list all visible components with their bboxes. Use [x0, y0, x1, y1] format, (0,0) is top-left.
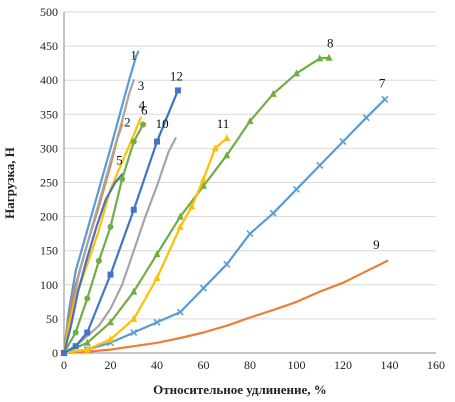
series-label-9: 9	[373, 237, 380, 252]
data-point	[84, 329, 91, 336]
data-point	[293, 69, 300, 77]
data-point	[107, 223, 114, 230]
data-point	[200, 181, 207, 189]
data-point	[199, 284, 208, 292]
y-tick-label: 50	[46, 312, 58, 326]
data-point	[153, 250, 161, 258]
data-point	[246, 117, 254, 125]
series-line-10	[62, 137, 177, 355]
x-tick-label: 20	[105, 358, 117, 372]
y-tick-label: 450	[40, 39, 58, 53]
series-label-6: 6	[141, 103, 148, 118]
x-axis-title: Относительное удлинение, %	[153, 382, 327, 397]
data-point	[188, 202, 196, 210]
series-label-10: 10	[156, 116, 169, 131]
data-point	[223, 260, 231, 268]
y-tick-label: 500	[40, 5, 58, 19]
series-label-4: 4	[139, 98, 146, 113]
series-label-1: 1	[130, 48, 137, 63]
x-tick-label: 100	[288, 358, 306, 372]
data-point	[130, 138, 137, 145]
series-label-5: 5	[116, 152, 123, 167]
series-label-3: 3	[138, 78, 145, 93]
data-point	[292, 185, 301, 193]
series-line-1	[62, 50, 140, 355]
data-point	[362, 114, 370, 122]
series-line-9	[62, 259, 389, 355]
data-point	[130, 206, 137, 213]
y-tick-label: 250	[40, 176, 58, 190]
data-point	[174, 87, 181, 94]
y-tick-label: 100	[40, 278, 58, 292]
data-point	[246, 230, 254, 238]
data-point	[269, 89, 277, 97]
data-point	[325, 53, 333, 61]
series-lines	[60, 50, 389, 357]
data-point	[107, 335, 114, 343]
series-line-5	[62, 173, 124, 355]
series-label-12: 12	[170, 68, 183, 83]
data-point	[200, 175, 207, 183]
y-axis-title: Нагрузка, Н	[2, 147, 17, 219]
data-point	[83, 338, 91, 346]
data-point	[119, 176, 126, 183]
y-tick-label: 300	[40, 141, 58, 155]
data-point	[83, 345, 91, 353]
data-point	[316, 161, 324, 169]
data-point	[140, 121, 147, 128]
data-point	[339, 138, 347, 146]
series-label-11: 11	[217, 116, 230, 131]
series-line-4	[62, 116, 142, 355]
data-point	[153, 318, 161, 326]
series-line-6	[62, 123, 145, 355]
series-label-7: 7	[379, 75, 386, 90]
data-point	[223, 151, 231, 159]
x-tick-label: 40	[151, 358, 163, 372]
data-point	[176, 308, 184, 316]
x-tick-label: 160	[427, 358, 445, 372]
y-tick-label: 150	[40, 244, 58, 258]
y-tick-label: 0	[52, 346, 58, 360]
y-tick-label: 400	[40, 73, 58, 87]
series-line-11	[62, 137, 228, 355]
data-point	[130, 314, 138, 322]
grid-lines	[64, 11, 436, 320]
data-point	[72, 343, 79, 350]
series-label-8: 8	[327, 36, 334, 51]
data-point	[72, 329, 79, 336]
x-tick-label: 80	[244, 358, 256, 372]
data-point	[316, 54, 324, 62]
data-point	[95, 257, 102, 264]
data-point	[381, 95, 389, 103]
data-point	[61, 350, 67, 356]
series-label-2: 2	[124, 115, 131, 130]
data-point	[107, 318, 114, 326]
data-point	[223, 134, 231, 142]
data-point	[84, 295, 91, 302]
data-point	[130, 329, 138, 337]
data-point	[154, 138, 160, 145]
y-tick-label: 350	[40, 107, 58, 121]
data-point	[269, 209, 277, 217]
data-point	[211, 144, 219, 152]
y-tick-label: 200	[40, 210, 58, 224]
axes: 0 50 100 150 200 250 300 350 400 450 500 0 20 40 60 80 1…	[40, 5, 445, 372]
x-tick-label: 60	[198, 358, 210, 372]
x-tick-label: 140	[381, 358, 399, 372]
data-point	[176, 222, 184, 230]
x-tick-label: 120	[334, 358, 352, 372]
x-tick-label: 0	[61, 358, 67, 372]
data-point	[176, 212, 184, 220]
data-point	[153, 273, 161, 281]
data-point	[107, 271, 114, 278]
data-point	[130, 287, 138, 295]
